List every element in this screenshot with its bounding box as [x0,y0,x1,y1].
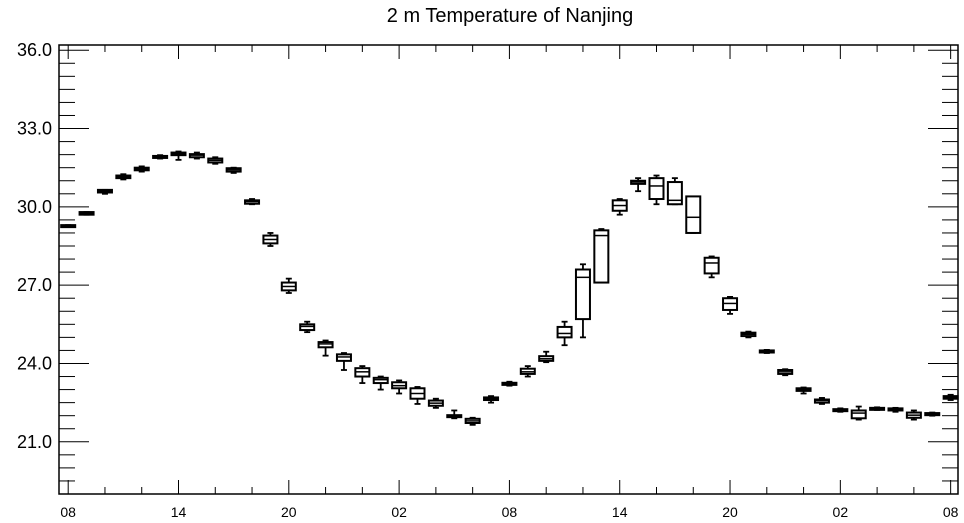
box-30 [611,198,628,216]
box-13 [299,320,316,334]
x-tick-label: 20 [722,504,738,520]
box-2 [96,188,113,195]
box-39 [777,368,794,377]
box-series [60,150,959,426]
y-tick-label: 24.0 [17,353,52,373]
box-19 [409,386,426,405]
x-tick-label: 02 [391,504,407,520]
box [556,325,573,339]
plot-area-frame [58,44,959,495]
box-42 [832,407,849,413]
box-34 [685,195,702,234]
box-16 [354,365,371,384]
box-11 [262,232,279,247]
box-17 [372,375,389,391]
box-31 [630,177,647,193]
box-48 [942,393,959,401]
box-43 [850,405,867,421]
box-29 [593,228,610,284]
x-tick-label: 08 [60,504,76,520]
box-25 [519,365,536,378]
x-tick-label: 08 [943,504,959,520]
box-21 [446,409,463,420]
box-7 [188,151,205,160]
box-45 [887,406,904,413]
box [299,323,316,332]
x-tick-label: 14 [612,504,628,520]
box-0 [60,224,77,229]
y-tick-label: 33.0 [17,119,52,139]
box-18 [391,379,408,395]
box-9 [225,166,242,174]
y-tick-label: 36.0 [17,40,52,60]
x-tick-label: 08 [502,504,518,520]
box-3 [115,173,132,181]
box [372,376,389,385]
box [593,229,610,284]
box-14 [317,339,334,357]
box-28 [574,263,591,339]
box-33 [666,177,683,206]
box-36 [722,296,739,315]
box-6 [170,150,187,161]
box-20 [427,397,444,409]
y-tick-label: 30.0 [17,197,52,217]
box-4 [133,165,150,173]
x-tick-label: 20 [281,504,297,520]
box [666,181,683,206]
box-10 [244,198,261,206]
box [317,341,334,349]
x-tick-label: 14 [171,504,187,520]
box-5 [152,154,169,160]
box [574,268,591,321]
box-8 [207,156,224,165]
box-40 [795,386,812,395]
box-47 [924,411,941,417]
x-axis: 08 14 20 02 08 14 20 02 08 [60,45,959,520]
box [685,195,702,234]
box-37 [740,330,757,339]
box-44 [869,406,886,411]
y-tick-label: 27.0 [17,275,52,295]
chart-title: 2 m Temperature of Nanjing [387,5,633,27]
box-32 [648,174,665,206]
box [648,177,665,201]
y-tick-label: 21.0 [17,432,52,452]
x-tick-label: 02 [833,504,849,520]
box-35 [703,255,720,279]
y-axis: 21.0 24.0 27.0 30.0 33.0 36.0 [17,40,958,482]
box-12 [280,277,297,294]
box-15 [335,352,352,371]
box-41 [813,397,830,405]
box-1 [78,211,95,216]
box-22 [464,416,481,426]
box [850,409,867,420]
box [703,256,720,275]
box-46 [905,409,922,421]
box-27 [556,320,573,347]
box-38 [758,349,775,354]
box-26 [538,350,555,364]
box-23 [483,395,500,404]
box-24 [501,380,518,387]
